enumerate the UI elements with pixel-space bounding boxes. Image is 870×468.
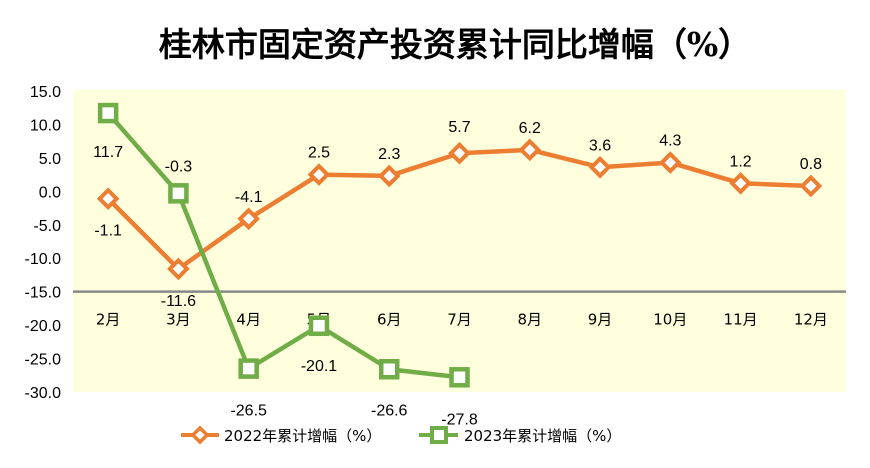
data-label-2023: -27.8 — [441, 411, 478, 428]
x-tick-label: 10月 — [653, 311, 687, 329]
data-label-2023: -26.6 — [371, 402, 408, 419]
x-tick-label: 4月 — [236, 311, 261, 329]
data-label-2022: 5.7 — [448, 119, 470, 136]
data-label-2023: -20.1 — [301, 358, 338, 375]
y-tick-label: 10.0 — [30, 117, 61, 134]
plot-area — [73, 90, 846, 392]
x-tick-label: 2月 — [96, 311, 121, 329]
data-label-2023: -0.3 — [165, 158, 193, 175]
data-label-2022: 6.2 — [519, 120, 541, 137]
data-label-2022: -4.1 — [235, 189, 263, 206]
data-point-2022[interactable] — [588, 155, 612, 179]
x-tick-label: 3月 — [166, 311, 191, 329]
y-tick-label: -30.0 — [25, 385, 62, 402]
data-point-2023[interactable] — [449, 367, 470, 388]
data-point-2022[interactable] — [659, 151, 682, 174]
data-point-2022[interactable] — [167, 257, 190, 281]
data-point-2023[interactable] — [308, 315, 330, 337]
legend-label-2023: 2023年累计增幅（%） — [464, 427, 621, 445]
data-label-2022: 2.5 — [308, 145, 330, 162]
y-tick-label: 5.0 — [39, 151, 61, 168]
y-tick-label: -20.0 — [25, 318, 62, 335]
data-label-2023: 11.7 — [93, 144, 123, 161]
x-tick-label: 12月 — [794, 311, 828, 329]
data-point-2023[interactable] — [378, 359, 400, 380]
series-line-2023 — [106, 111, 460, 380]
data-point-2022[interactable] — [518, 138, 542, 162]
data-point-2023[interactable] — [97, 102, 119, 124]
data-labels: -1.1 -11.6 -4.1 2.5 2.3 5.7 6.2 3.6 4.3 1.2 0.8 11.… — [93, 119, 822, 428]
data-point-2022[interactable] — [729, 171, 752, 195]
x-tick-label: 7月 — [447, 311, 472, 329]
y-axis: 15.0 10.0 5.0 0.0 -5.0 -10.0 -15.0 -20.0 -25.0 -3… — [25, 84, 62, 402]
x-tick-label: 9月 — [588, 311, 613, 329]
legend-item-2022[interactable]: 2022年累计增幅（%） — [181, 425, 381, 445]
data-point-2022[interactable] — [307, 163, 331, 186]
legend-item-2023[interactable]: 2023年累计增幅（%） — [419, 426, 621, 445]
y-tick-label: -25.0 — [25, 352, 62, 369]
legend-label-2022: 2022年累计增幅（%） — [224, 427, 381, 445]
data-label-2022: 1.2 — [729, 153, 751, 170]
data-label-2022: 4.3 — [659, 133, 681, 150]
y-tick-label: 0.0 — [39, 184, 61, 201]
x-tick-label: 6月 — [377, 311, 402, 329]
square-marker-icon — [430, 426, 448, 444]
diamond-marker-icon — [190, 425, 210, 445]
series-layer — [96, 102, 823, 388]
y-tick-label: -5.0 — [33, 218, 61, 235]
data-point-2023[interactable] — [238, 358, 259, 379]
data-point-2022[interactable] — [448, 141, 471, 165]
data-label-2023: -26.5 — [230, 403, 267, 420]
x-tick-label: 8月 — [517, 311, 542, 329]
y-tick-label: -10.0 — [25, 251, 62, 268]
data-label-2022: -11.6 — [161, 293, 196, 310]
data-point-2023[interactable] — [168, 183, 189, 204]
data-label-2022: -1.1 — [94, 223, 122, 240]
data-point-2022[interactable] — [799, 174, 823, 198]
data-label-2022: 2.3 — [378, 146, 400, 163]
data-point-2022[interactable] — [237, 207, 260, 231]
data-point-2022[interactable] — [377, 164, 401, 188]
data-point-2022[interactable] — [96, 187, 120, 211]
y-tick-label: -15.0 — [25, 285, 62, 302]
data-label-2022: 3.6 — [589, 137, 611, 154]
data-label-2022: 0.8 — [800, 156, 822, 173]
x-tick-label: 11月 — [724, 311, 758, 329]
chart-title: 桂林市固定资产投资累计同比增幅（%） — [159, 25, 751, 64]
y-tick-label: 15.0 — [30, 84, 61, 101]
legend: 2022年累计增幅（%） 2023年累计增幅（%） — [181, 425, 621, 445]
